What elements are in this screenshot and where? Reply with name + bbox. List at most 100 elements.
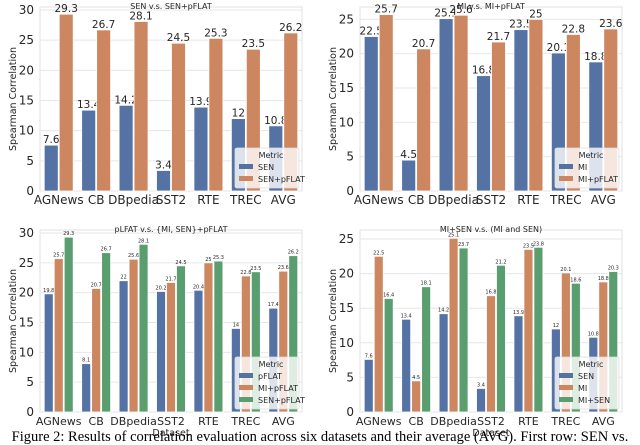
legend-label: MI+pFLAT bbox=[258, 384, 298, 393]
bar-value-label: 4.5 bbox=[412, 375, 420, 381]
bar-value-label: 18.1 bbox=[421, 281, 432, 287]
bar bbox=[91, 288, 102, 413]
bar-value-label: 22 bbox=[120, 275, 126, 281]
bar-value-label: 8.1 bbox=[82, 358, 90, 364]
bar-value-label: 20.2 bbox=[155, 285, 166, 291]
y-axis-label: Spearman Correlation bbox=[328, 47, 339, 151]
x-tick-label: RTE bbox=[198, 415, 219, 428]
bar-value-label: 14 bbox=[233, 322, 239, 328]
x-tick-label: CB bbox=[408, 193, 425, 207]
x-tick-label: TREC bbox=[230, 415, 260, 428]
bar-value-label: 23.7 bbox=[458, 242, 469, 248]
bar-value-label: 21.2 bbox=[495, 259, 506, 265]
bar-value-label: 13.4 bbox=[77, 99, 101, 111]
bar-value-label: 19.8 bbox=[43, 288, 54, 294]
bar bbox=[203, 262, 214, 413]
bar bbox=[363, 359, 374, 413]
x-tick-label: RTE bbox=[197, 193, 219, 207]
bar bbox=[213, 260, 224, 413]
bar-value-label: 29.3 bbox=[63, 231, 74, 237]
bar bbox=[288, 255, 299, 413]
bar-value-label: 14.2 bbox=[114, 94, 137, 106]
y-tick-label: 20 bbox=[19, 63, 34, 77]
legend-swatch bbox=[239, 397, 253, 402]
bar-value-label: 22.8 bbox=[240, 270, 251, 276]
y-axis-label: Spearman Correlation bbox=[8, 269, 19, 373]
bar-value-label: 13.9 bbox=[189, 96, 212, 108]
bar-value-label: 24.5 bbox=[175, 260, 186, 266]
bar bbox=[378, 14, 394, 192]
bar-value-label: 20.4 bbox=[193, 284, 204, 290]
bar bbox=[156, 170, 171, 192]
bar-value-label: 13.9 bbox=[513, 310, 524, 316]
bar-value-label: 13.4 bbox=[401, 313, 412, 319]
x-tick-label: RTE bbox=[518, 415, 539, 428]
y-axis-label: Spearman Correlation bbox=[328, 269, 339, 373]
y-tick-label: 20 bbox=[339, 267, 354, 281]
bar-value-label: 18.6 bbox=[570, 277, 581, 283]
y-tick-label: 25 bbox=[339, 12, 354, 26]
legend-box bbox=[554, 356, 620, 410]
y-tick-label: 20 bbox=[19, 286, 34, 300]
legend-swatch bbox=[559, 385, 573, 390]
bar bbox=[193, 106, 209, 192]
legend-label: MI+pFLAT bbox=[578, 175, 618, 184]
legend-swatch bbox=[239, 385, 253, 390]
bar-value-label: 23.5 bbox=[523, 243, 534, 249]
bar-value-label: 22.5 bbox=[373, 250, 384, 256]
x-tick-label: TREC bbox=[229, 193, 262, 207]
bar bbox=[166, 282, 176, 413]
bar-value-label: 25.7 bbox=[53, 253, 64, 259]
y-tick-label: 20 bbox=[339, 47, 354, 61]
bar-value-label: 23.6 bbox=[278, 265, 289, 271]
y-tick-label: 5 bbox=[26, 154, 34, 168]
legend-box bbox=[234, 356, 300, 410]
x-tick-label: AVG bbox=[272, 415, 295, 428]
bar-value-label: 20.7 bbox=[412, 38, 435, 50]
bar-value-label: 20.7 bbox=[91, 282, 102, 288]
legend-title: Metric bbox=[259, 360, 284, 369]
bar-value-label: 25 bbox=[205, 257, 211, 263]
bar-value-label: 25.3 bbox=[204, 27, 227, 39]
bar-value-label: 14.2 bbox=[438, 308, 449, 314]
y-tick-label: 10 bbox=[339, 336, 354, 350]
x-tick-label: AGNews bbox=[36, 415, 82, 428]
bar bbox=[416, 48, 432, 192]
bar-value-label: 16.4 bbox=[383, 293, 394, 299]
bar bbox=[156, 291, 166, 413]
bar bbox=[43, 293, 54, 413]
bar-value-label: 3.4 bbox=[477, 382, 485, 388]
bar bbox=[240, 275, 251, 413]
bar-value-label: 25 bbox=[529, 8, 542, 20]
bar-value-label: 12 bbox=[232, 108, 245, 120]
bar-value-label: 10.8 bbox=[588, 331, 599, 337]
bar bbox=[101, 252, 112, 413]
bar-value-label: 4.5 bbox=[400, 149, 417, 161]
x-tick-label: TREC bbox=[550, 415, 580, 428]
chart-title: SEN v.s. SEN+pFLAT bbox=[130, 2, 212, 11]
bar bbox=[128, 258, 139, 413]
bar bbox=[528, 18, 544, 192]
legend-label: MI bbox=[578, 384, 587, 393]
bar bbox=[193, 289, 204, 413]
bar-value-label: 20.3 bbox=[608, 266, 619, 272]
legend-swatch bbox=[239, 164, 253, 169]
legend-label: SEN+pFLAT bbox=[258, 175, 305, 184]
bar-value-label: 28.1 bbox=[138, 238, 149, 244]
chart-title: MI v.s. MI+pFLAT bbox=[457, 2, 525, 11]
bar bbox=[133, 21, 149, 192]
x-tick-label: SST2 bbox=[477, 415, 505, 428]
legend-label: SEN bbox=[578, 372, 594, 381]
bar-value-label: 24.5 bbox=[167, 32, 190, 44]
bar bbox=[81, 363, 92, 413]
bar-value-label: 26.2 bbox=[279, 22, 302, 34]
bar bbox=[250, 271, 261, 413]
bar bbox=[63, 236, 74, 413]
legend-title: Metric bbox=[579, 151, 604, 160]
x-tick-label: AVG bbox=[271, 193, 296, 207]
bar-value-label: 23.5 bbox=[242, 38, 265, 50]
bar bbox=[401, 159, 417, 192]
x-tick-label: SST2 bbox=[156, 193, 186, 207]
legend-swatch bbox=[239, 373, 253, 378]
